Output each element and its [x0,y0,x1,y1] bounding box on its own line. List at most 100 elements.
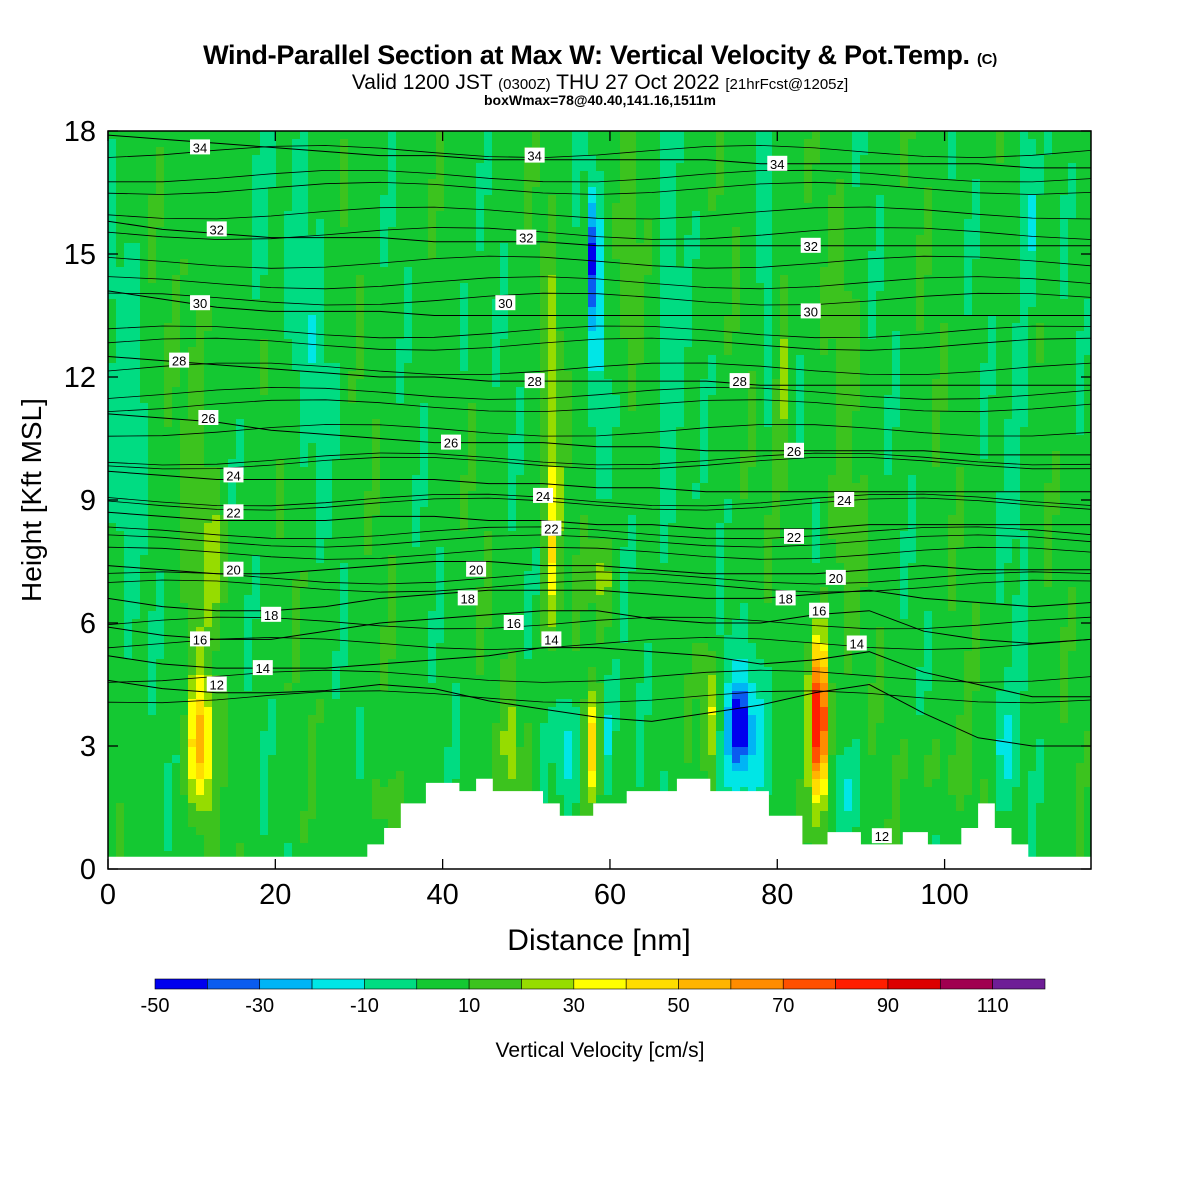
velocity-cell [220,243,229,252]
velocity-cell [332,187,341,196]
velocity-cell [516,387,525,396]
velocity-cell [308,211,317,220]
velocity-cell [204,259,213,268]
velocity-cell [412,611,421,620]
velocity-cell [292,291,301,300]
velocity-cell [332,139,341,148]
velocity-cell [260,499,269,508]
velocity-cell [372,483,381,492]
velocity-cell [292,251,301,260]
velocity-cell [372,347,381,356]
velocity-cell [492,651,501,660]
velocity-cell [404,267,413,276]
velocity-cell [164,763,173,772]
velocity-cell [252,243,261,252]
velocity-cell [236,595,245,604]
velocity-cell [108,795,117,804]
velocity-cell [340,683,349,692]
velocity-cell [308,467,317,476]
velocity-cell [404,251,413,260]
velocity-cell [204,331,213,340]
velocity-cell [388,347,397,356]
velocity-cell [148,355,157,364]
velocity-cell [348,595,357,604]
velocity-cell [516,555,525,564]
velocity-cell [492,515,501,524]
velocity-cell [436,603,445,612]
velocity-cell [532,163,541,172]
velocity-cell [180,795,189,804]
velocity-cell [204,315,213,324]
velocity-cell [436,355,445,364]
velocity-cell [420,355,429,364]
velocity-cell [524,723,533,732]
velocity-cell [292,363,301,372]
velocity-cell [228,603,237,612]
velocity-cell [372,699,381,708]
velocity-cell [188,395,197,404]
velocity-cell [284,179,293,188]
velocity-cell [404,259,413,268]
velocity-cell [188,555,197,564]
velocity-cell [308,347,317,356]
velocity-cell [356,195,365,204]
velocity-cell [380,739,389,748]
velocity-cell [380,395,389,404]
velocity-cell [164,251,173,260]
velocity-cell [460,515,469,524]
velocity-cell [348,611,357,620]
velocity-cell [116,683,125,692]
velocity-cell [436,715,445,724]
velocity-cell [260,763,269,772]
velocity-cell [268,371,277,380]
velocity-cell [380,715,389,724]
velocity-cell [364,379,373,388]
velocity-cell [500,323,509,332]
velocity-cell [276,619,285,628]
velocity-cell [148,491,157,500]
velocity-cell [396,259,405,268]
velocity-cell [492,275,501,284]
velocity-cell [516,339,525,348]
velocity-cell [380,459,389,468]
velocity-cell [164,667,173,676]
velocity-cell [244,283,253,292]
velocity-cell [332,171,341,180]
velocity-cell [332,651,341,660]
velocity-cell [348,491,357,500]
velocity-cell [228,307,237,316]
velocity-cell [260,555,269,564]
velocity-cell [348,259,357,268]
velocity-cell [324,619,333,628]
velocity-cell [364,539,373,548]
velocity-cell [332,523,341,532]
velocity-cell [268,195,277,204]
velocity-cell [420,763,429,772]
velocity-cell [340,483,349,492]
velocity-cell [500,731,509,740]
velocity-cell [236,283,245,292]
velocity-cell [388,707,397,716]
velocity-cell [164,651,173,660]
velocity-cell [372,787,381,796]
velocity-cell [140,379,149,388]
velocity-cell [372,587,381,596]
velocity-cell [364,267,373,276]
velocity-cell [268,219,277,228]
velocity-cell [436,747,445,756]
velocity-cell [204,595,213,604]
velocity-cell [476,315,485,324]
velocity-cell [252,539,261,548]
velocity-cell [420,643,429,652]
velocity-cell [428,427,437,436]
velocity-cell [396,147,405,156]
velocity-cell [468,339,477,348]
velocity-cell [308,691,317,700]
velocity-cell [324,851,333,860]
velocity-cell [396,563,405,572]
velocity-cell [492,451,501,460]
velocity-cell [316,763,325,772]
velocity-cell [340,507,349,516]
velocity-cell [164,835,173,844]
velocity-cell [356,515,365,524]
